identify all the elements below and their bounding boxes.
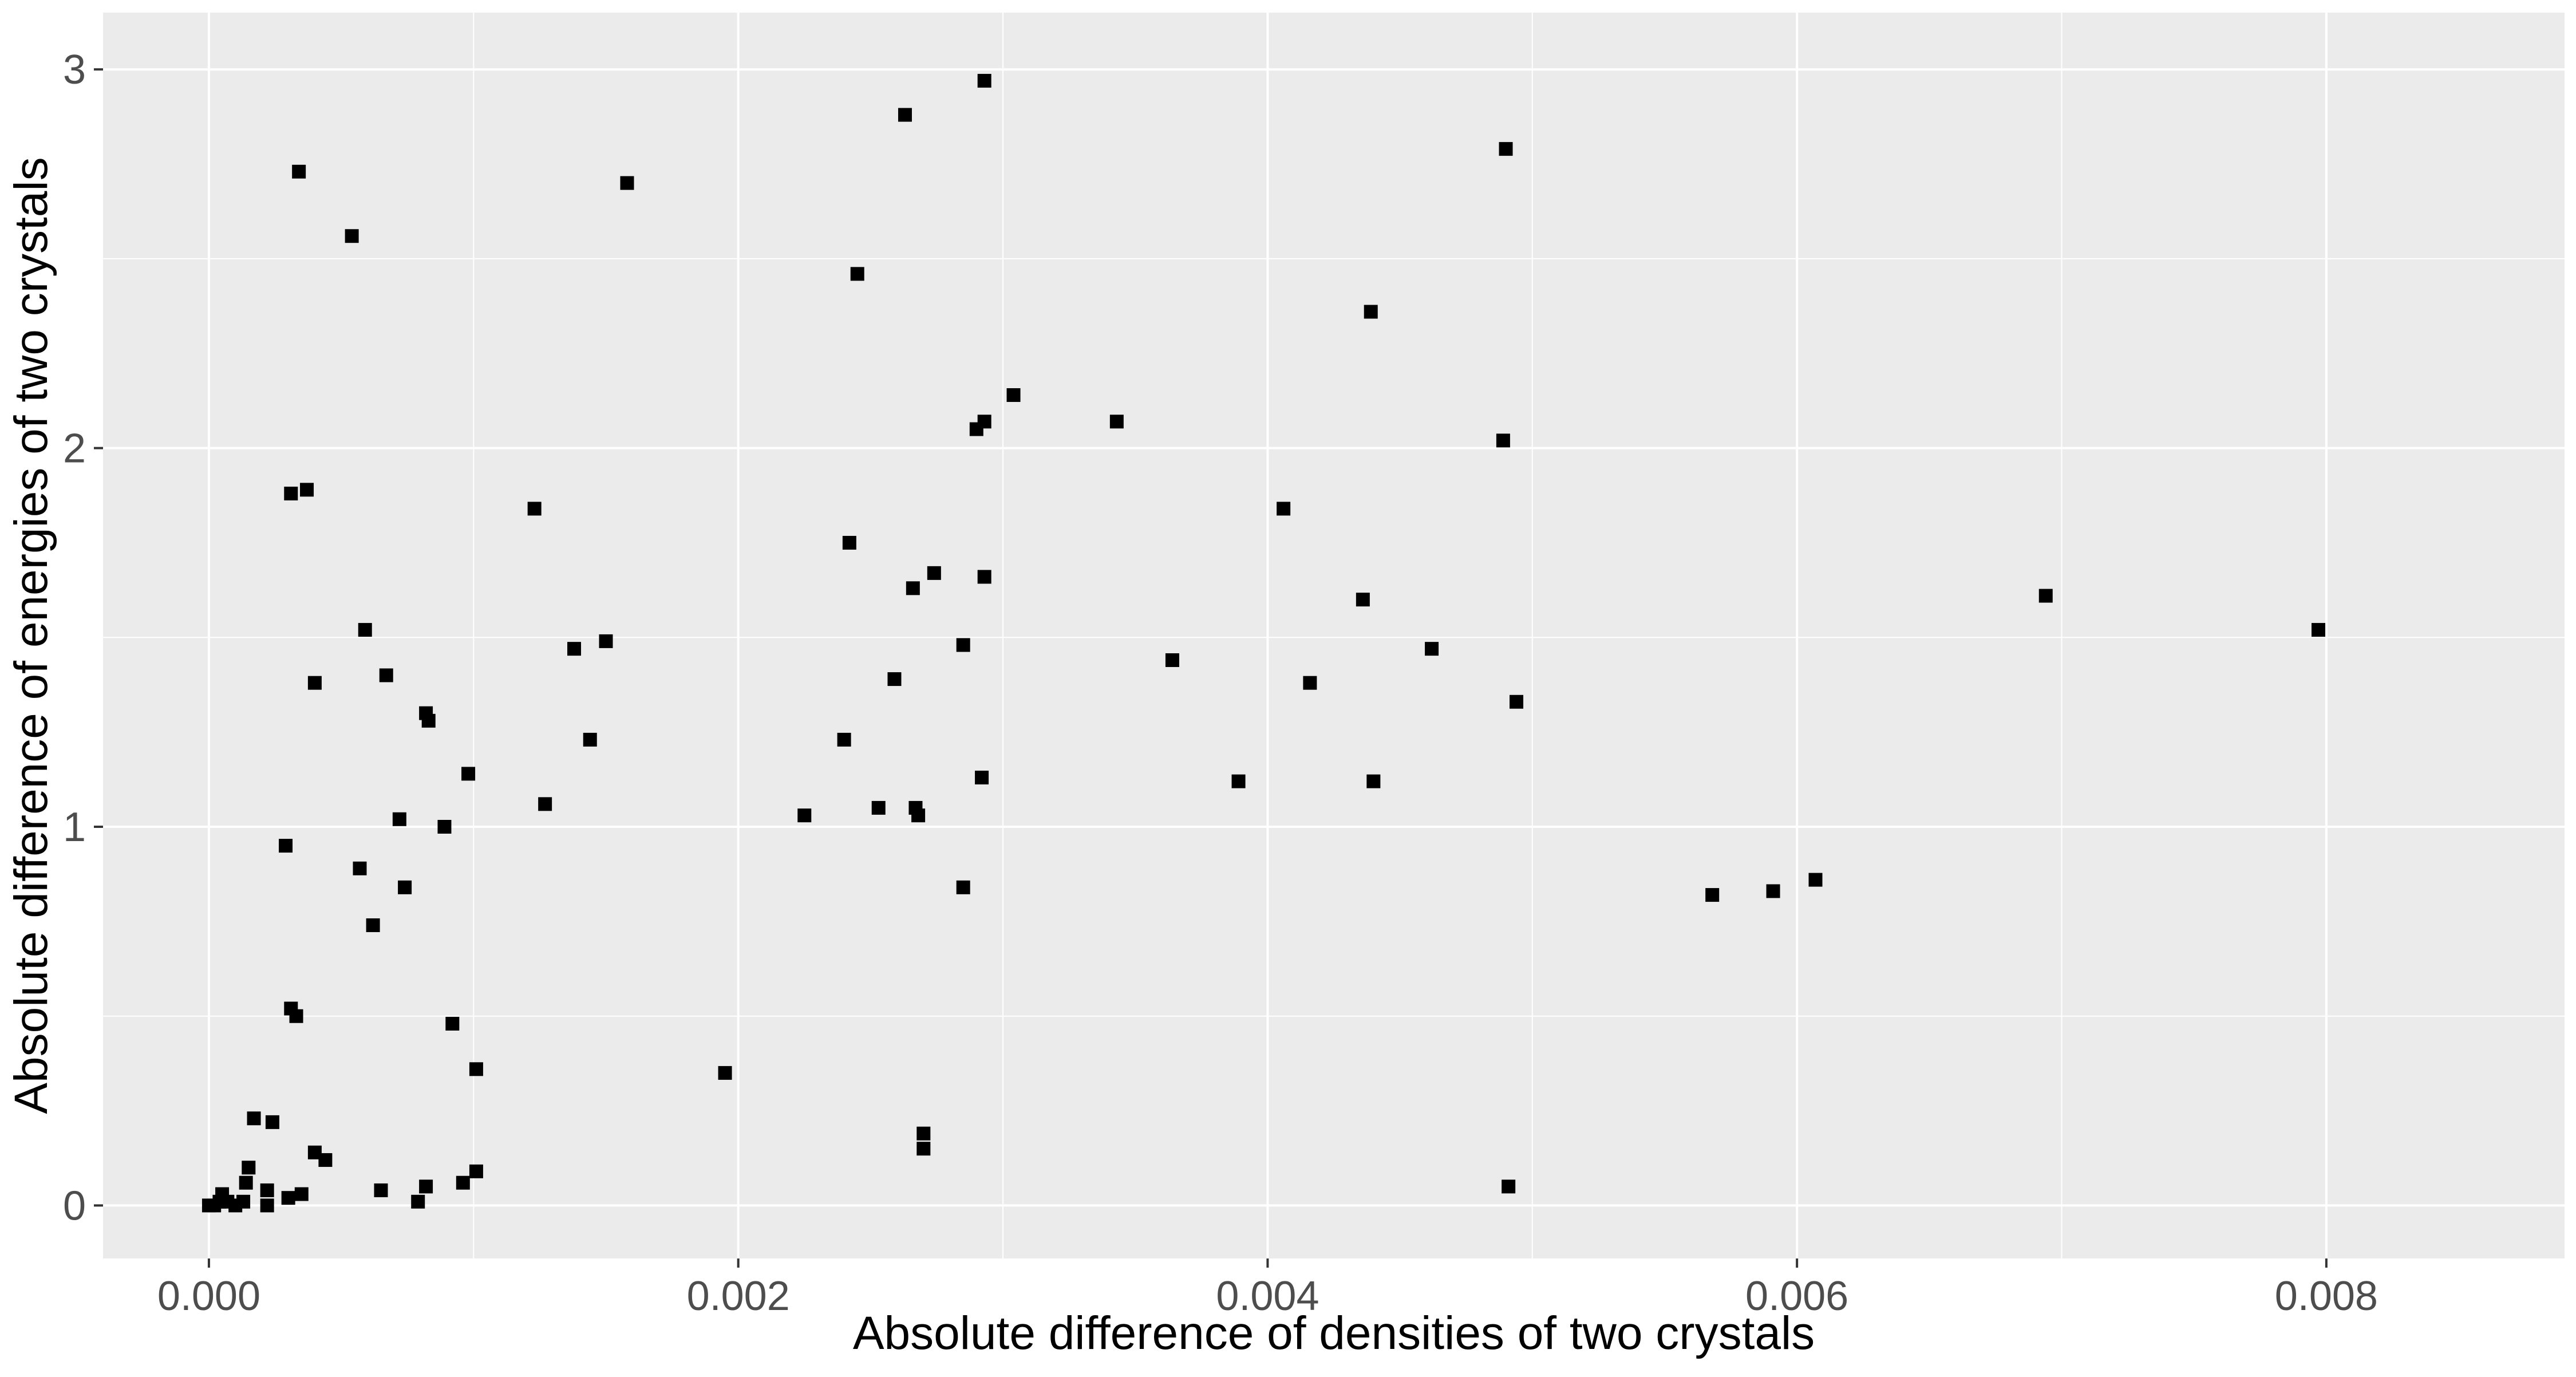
data-point bbox=[1356, 593, 1370, 607]
data-point bbox=[599, 634, 613, 648]
data-point bbox=[419, 1179, 433, 1194]
data-point bbox=[239, 1175, 253, 1190]
data-point bbox=[956, 638, 970, 652]
data-point bbox=[260, 1183, 274, 1197]
data-point bbox=[2038, 589, 2053, 603]
data-point bbox=[260, 1198, 274, 1213]
data-point bbox=[1109, 415, 1124, 429]
data-point bbox=[1303, 676, 1317, 690]
data-point bbox=[927, 566, 941, 580]
data-point bbox=[353, 861, 367, 875]
data-point bbox=[916, 1126, 931, 1141]
data-point bbox=[445, 1016, 460, 1031]
y-tick-label: 3 bbox=[63, 47, 86, 93]
data-point bbox=[292, 164, 306, 179]
data-point bbox=[975, 771, 989, 785]
data-point bbox=[977, 570, 991, 584]
data-point bbox=[850, 267, 864, 281]
x-axis-ticks: 0.000 0.002 0.004 0.006 0.008 bbox=[157, 1258, 2378, 1319]
data-point bbox=[300, 483, 314, 497]
data-point bbox=[461, 767, 476, 781]
data-point bbox=[379, 668, 393, 682]
data-point bbox=[284, 486, 298, 500]
data-point bbox=[247, 1111, 261, 1126]
data-point bbox=[1496, 433, 1510, 448]
data-point bbox=[281, 1191, 295, 1205]
x-tick-label: 0.004 bbox=[1216, 1273, 1319, 1319]
data-point bbox=[718, 1066, 732, 1080]
plot-panel bbox=[103, 13, 2565, 1258]
data-point bbox=[956, 880, 970, 894]
data-point bbox=[1499, 142, 1513, 156]
data-point bbox=[307, 676, 322, 690]
data-point bbox=[398, 880, 412, 894]
data-point bbox=[583, 732, 597, 747]
data-point bbox=[1425, 642, 1439, 656]
data-point bbox=[469, 1062, 483, 1076]
data-point bbox=[392, 812, 406, 826]
data-point bbox=[1510, 695, 1524, 709]
data-point bbox=[358, 623, 372, 637]
data-point bbox=[527, 502, 542, 516]
data-point bbox=[2312, 623, 2325, 637]
data-point bbox=[906, 581, 920, 595]
data-point bbox=[437, 820, 452, 834]
data-point bbox=[421, 713, 436, 728]
data-point bbox=[374, 1183, 388, 1197]
data-point bbox=[279, 839, 293, 853]
x-axis-title: Absolute difference of densities of two … bbox=[853, 1307, 1815, 1359]
data-point bbox=[887, 672, 902, 686]
data-point bbox=[1766, 884, 1780, 898]
data-point bbox=[837, 732, 851, 747]
data-point bbox=[916, 1142, 931, 1156]
data-point bbox=[1808, 873, 1823, 887]
data-point bbox=[1165, 653, 1179, 667]
y-axis-ticks: 0 1 2 3 bbox=[63, 47, 103, 1229]
data-point bbox=[842, 535, 856, 550]
data-point bbox=[538, 797, 552, 811]
data-point bbox=[236, 1194, 251, 1209]
data-point bbox=[456, 1175, 470, 1190]
data-point bbox=[567, 642, 582, 656]
data-point bbox=[411, 1194, 425, 1209]
data-point bbox=[797, 808, 812, 823]
data-point bbox=[366, 918, 380, 932]
y-tick-label: 0 bbox=[63, 1183, 86, 1229]
data-point bbox=[294, 1187, 309, 1201]
data-point bbox=[871, 800, 886, 815]
data-point bbox=[242, 1161, 256, 1175]
data-point bbox=[318, 1153, 333, 1167]
x-tick-label: 0.008 bbox=[2275, 1273, 2378, 1319]
data-point bbox=[911, 808, 926, 823]
data-point bbox=[289, 1009, 303, 1023]
grid-lines bbox=[103, 13, 2565, 1258]
data-point bbox=[1006, 388, 1021, 403]
data-point bbox=[1366, 774, 1381, 788]
data-point bbox=[469, 1164, 483, 1178]
data-point bbox=[1502, 1179, 1516, 1194]
data-point bbox=[1231, 774, 1246, 788]
data-point bbox=[1277, 502, 1291, 516]
y-tick-label: 1 bbox=[63, 804, 86, 850]
data-points bbox=[202, 74, 2325, 1213]
data-point bbox=[265, 1115, 279, 1129]
x-tick-label: 0.000 bbox=[157, 1273, 260, 1319]
data-point bbox=[1705, 888, 1720, 902]
data-point bbox=[977, 415, 991, 429]
data-point bbox=[620, 176, 634, 190]
data-point bbox=[345, 229, 359, 243]
y-tick-label: 2 bbox=[63, 426, 86, 472]
data-point bbox=[1364, 305, 1378, 319]
x-tick-label: 0.006 bbox=[1745, 1273, 1848, 1319]
x-tick-label: 0.002 bbox=[687, 1273, 790, 1319]
data-point bbox=[977, 74, 991, 88]
data-point bbox=[898, 108, 912, 122]
y-axis-title: Absolute difference of energies of two c… bbox=[5, 157, 57, 1114]
